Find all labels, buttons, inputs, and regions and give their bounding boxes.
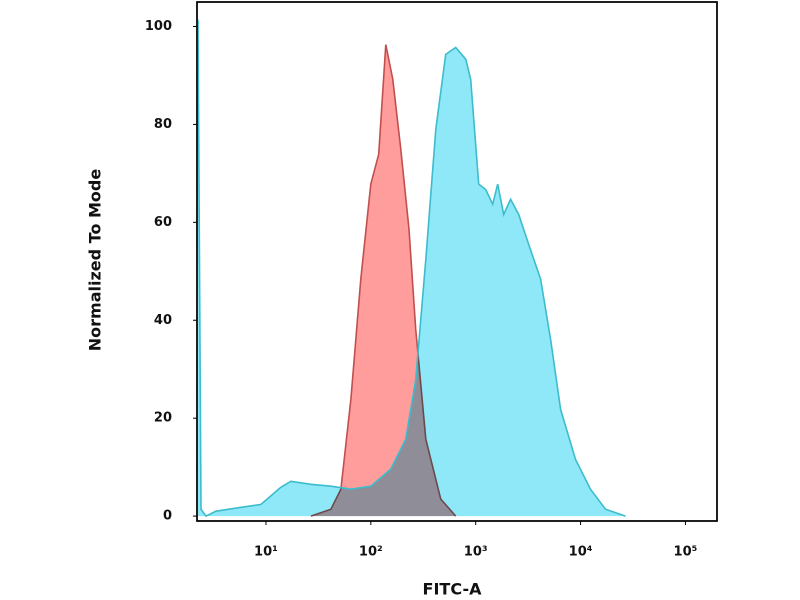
y-axis-title: Normalized To Mode: [86, 169, 105, 352]
x-tick-label: 10⁴: [569, 545, 593, 560]
x-axis-title: FITC-A: [423, 580, 483, 599]
x-tick-label: 10¹: [254, 545, 278, 560]
y-tick-label: 80: [154, 117, 172, 132]
y-tick-label: 100: [145, 19, 172, 34]
area-line: [197, 19, 626, 518]
x-tick-label: 10⁵: [674, 545, 698, 560]
area-fill: [198, 19, 626, 517]
plot-frame: [196, 1, 718, 522]
y-tick-label: 60: [154, 215, 172, 230]
y-tick-label: 40: [154, 313, 172, 328]
y-tick-label: 0: [163, 509, 172, 524]
x-tick-label: 10³: [464, 545, 488, 560]
x-tick-label: 10²: [359, 545, 383, 560]
y-tick-label: 20: [154, 411, 172, 426]
